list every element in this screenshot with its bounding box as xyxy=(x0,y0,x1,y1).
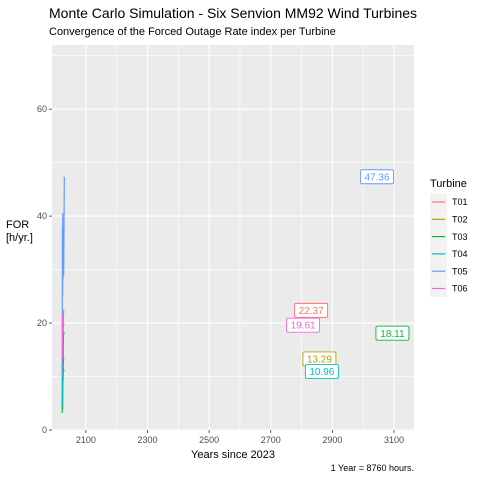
chart-title: Monte Carlo Simulation - Six Senvion MM9… xyxy=(49,5,417,21)
x-tick-label: 2900 xyxy=(322,435,342,445)
data-label-box xyxy=(294,302,329,318)
data-label-text: 18.11 xyxy=(380,329,405,340)
data-label-text: 19.61 xyxy=(291,321,316,332)
legend-title: Turbine xyxy=(430,178,467,190)
data-label-box xyxy=(360,169,394,185)
legend-label-t04: T04 xyxy=(452,249,468,259)
legend-label-t06: T06 xyxy=(452,284,468,294)
data-label-t05: 47.36 xyxy=(360,169,394,185)
data-label-text: 10.96 xyxy=(309,367,334,378)
x-tick-label: 2100 xyxy=(76,435,96,445)
data-label-box xyxy=(286,317,321,333)
legend-label-t05: T05 xyxy=(452,266,468,276)
y-tick-label: 40 xyxy=(37,211,47,221)
y-axis-title-line2: [h/yr.] xyxy=(6,232,33,244)
series-lines xyxy=(61,176,65,413)
data-label-t03: 18.11 xyxy=(375,325,410,341)
y-tick-label: 60 xyxy=(37,104,47,114)
data-label-text: 47.36 xyxy=(365,172,390,183)
legend-label-t01: T01 xyxy=(452,197,468,207)
data-labels: 22.37 13.29 18.11 10.96 47.36 19.61 xyxy=(286,169,410,379)
data-label-t01: 22.37 xyxy=(294,302,329,318)
data-label-box xyxy=(375,325,410,341)
x-axis-ticks: 2100 2300 2500 2700 2900 3100 xyxy=(76,430,404,445)
chart-subtitle: Convergence of the Forced Outage Rate in… xyxy=(49,26,336,38)
x-tick-label: 2700 xyxy=(261,435,281,445)
chart-caption: 1 Year = 8760 hours. xyxy=(331,463,414,473)
y-axis-title-line1: FOR xyxy=(6,219,29,231)
data-label-text: 22.37 xyxy=(299,306,324,317)
series-line-t06 xyxy=(61,314,65,361)
data-label-t04: 10.96 xyxy=(304,363,339,379)
series-line-t05 xyxy=(61,176,65,377)
y-tick-label: 0 xyxy=(42,425,47,435)
y-axis-ticks: 0 20 40 60 xyxy=(37,104,52,435)
data-label-box xyxy=(304,363,339,379)
x-tick-label: 3100 xyxy=(384,435,404,445)
legend-label-t03: T03 xyxy=(452,232,468,242)
x-tick-label: 2300 xyxy=(137,435,157,445)
y-tick-label: 20 xyxy=(37,318,47,328)
x-tick-label: 2500 xyxy=(199,435,219,445)
data-label-text: 13.29 xyxy=(307,355,332,366)
data-label-t06: 19.61 xyxy=(286,317,321,333)
plot-panel xyxy=(52,45,414,430)
legend: Turbine T01 T02 T03 T04 T05 T06 xyxy=(430,178,468,297)
series-line-t04 xyxy=(61,367,65,406)
data-label-t02: 13.29 xyxy=(302,351,337,367)
legend-label-t02: T02 xyxy=(452,215,468,225)
x-axis-title: Years since 2023 xyxy=(191,449,275,461)
